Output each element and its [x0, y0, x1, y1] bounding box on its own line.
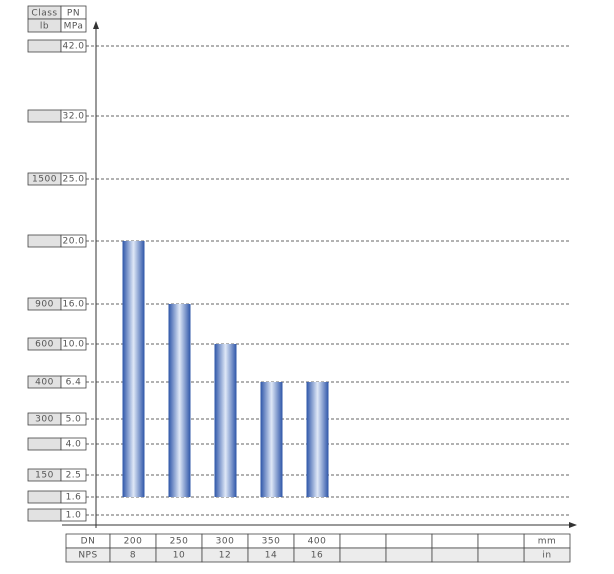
dn-cell — [339, 533, 387, 549]
pn-unit: MPa — [64, 22, 84, 32]
class-label: 300 — [35, 415, 54, 425]
pn-cell — [60, 337, 87, 351]
nps-cell — [431, 547, 479, 563]
y-tick-label: 42.0 — [62, 42, 84, 52]
nps-label: 10 — [173, 551, 185, 561]
nps-header: NPS — [78, 551, 97, 561]
bar — [306, 382, 329, 497]
bar — [122, 241, 145, 497]
y-tick-label: 16.0 — [62, 300, 84, 310]
pn-cell — [60, 39, 87, 53]
nps-cell — [385, 547, 433, 563]
x-tick-label: 200 — [124, 537, 143, 547]
nps-label: 14 — [265, 551, 277, 561]
pn-cell — [60, 468, 87, 482]
dn-cell — [477, 533, 525, 549]
y-tick-label: 5.0 — [66, 415, 82, 425]
nps-label: 16 — [311, 551, 323, 561]
nps-cell — [339, 547, 387, 563]
class-label: 600 — [35, 340, 54, 350]
y-tick-label: 32.0 — [62, 112, 84, 122]
dn-cell — [431, 533, 479, 549]
class-label: 1500 — [32, 175, 57, 185]
class-cell — [27, 508, 62, 522]
class-cell — [27, 39, 62, 53]
y-tick-label: 10.0 — [62, 340, 84, 350]
class-label: 150 — [35, 471, 54, 481]
pn-cell — [60, 412, 87, 426]
y-tick-label: 20.0 — [62, 237, 84, 247]
y-tick-label: 25.0 — [62, 175, 84, 185]
bar — [168, 304, 191, 497]
x-tick-label: 300 — [216, 537, 235, 547]
class-label: 900 — [35, 300, 54, 310]
class-header: Class — [31, 9, 57, 19]
nps-cell — [477, 547, 525, 563]
y-tick-label: 1.6 — [66, 493, 82, 503]
header-cell — [60, 18, 87, 33]
pn-cell — [60, 375, 87, 389]
pn-cell — [60, 172, 87, 186]
x-tick-label: 350 — [262, 537, 281, 547]
y-tick-label: 2.5 — [66, 471, 82, 481]
class-label: 400 — [35, 378, 54, 388]
dn-header: DN — [81, 537, 96, 547]
y-tick-label: 1.0 — [66, 511, 82, 521]
x-tick-label: 400 — [308, 537, 327, 547]
pn-cell — [60, 297, 87, 311]
bar — [260, 382, 283, 497]
bar — [214, 344, 237, 497]
nps-label: 12 — [219, 551, 231, 561]
pn-cell — [60, 437, 87, 451]
nps-unit: in — [542, 551, 551, 561]
y-tick-label: 4.0 — [66, 440, 82, 450]
x-tick-label: 250 — [170, 537, 189, 547]
nps-label: 8 — [130, 551, 136, 561]
class-cell — [27, 437, 62, 451]
y-tick-label: 6.4 — [66, 378, 82, 388]
class-unit: lb — [40, 22, 49, 32]
pn-cell — [60, 234, 87, 248]
dn-unit: mm — [538, 537, 557, 547]
class-cell — [27, 234, 62, 248]
dn-cell — [385, 533, 433, 549]
pn-header: PN — [67, 9, 80, 19]
pn-cell — [60, 490, 87, 504]
class-cell — [27, 109, 62, 123]
class-cell — [27, 490, 62, 504]
pn-cell — [60, 109, 87, 123]
pn-cell — [60, 508, 87, 522]
